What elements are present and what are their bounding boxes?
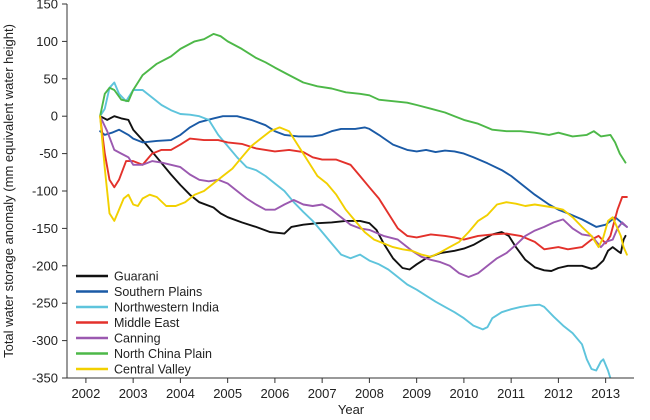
x-tick-label: 2008 — [355, 386, 384, 401]
x-tick-label: 2007 — [308, 386, 337, 401]
series-line-north-china-plain — [99, 32, 627, 164]
y-tick-label: -150 — [32, 221, 58, 236]
y-tick-label: 50 — [44, 71, 58, 86]
y-tick-label: -200 — [32, 258, 58, 273]
x-axis: 2002 2003 2004 2005 2006 2007 2008 2009 2010 2011… — [71, 378, 620, 401]
y-axis: 150 100 50 0 -50 -100 -150 -200 -250 -300 -350 — [32, 0, 67, 386]
series-line-guarani — [99, 115, 627, 272]
y-tick-label: -250 — [32, 296, 58, 311]
series-line-central-valley — [99, 115, 628, 258]
x-tick-label: 2002 — [71, 386, 100, 401]
legend-label-guarani: Guarani — [114, 270, 158, 284]
x-tick-label: 2005 — [213, 386, 242, 401]
y-tick-label: -350 — [32, 371, 58, 386]
y-axis-title: Total water storage anomaly (mm equivale… — [1, 24, 16, 358]
x-tick-label: 2004 — [166, 386, 195, 401]
series-lines — [99, 32, 628, 378]
x-tick-label: 2013 — [591, 386, 620, 401]
x-tick-label: 2011 — [497, 386, 525, 401]
series-line-southern-plains — [99, 115, 628, 228]
x-tick-label: 2012 — [544, 386, 573, 401]
x-axis-title: Year — [338, 402, 365, 417]
plot-frame — [66, 4, 634, 379]
legend-label-northwestern-india: Northwestern India — [114, 301, 219, 315]
y-tick-label: -100 — [32, 184, 58, 199]
x-tick-label: 2009 — [402, 386, 431, 401]
series-line-canning — [99, 115, 628, 278]
y-tick-label: -50 — [39, 146, 58, 161]
legend-label-central-valley: Central Valley — [114, 363, 192, 377]
legend-label-canning: Canning — [114, 332, 161, 346]
series-line-middle-east — [99, 115, 628, 251]
legend-label-north-china-plain: North China Plain — [114, 347, 212, 361]
y-tick-label: 0 — [51, 109, 58, 124]
y-tick-label: 100 — [36, 34, 58, 49]
y-tick-label: 150 — [36, 0, 58, 12]
legend-label-southern-plains: Southern Plains — [114, 285, 202, 299]
y-tick-label: -300 — [32, 333, 58, 348]
series-line-northwestern-india — [99, 81, 612, 378]
x-tick-label: 2003 — [119, 386, 148, 401]
x-tick-label: 2010 — [449, 386, 478, 401]
legend-label-middle-east: Middle East — [114, 316, 180, 330]
x-tick-label: 2006 — [260, 386, 289, 401]
